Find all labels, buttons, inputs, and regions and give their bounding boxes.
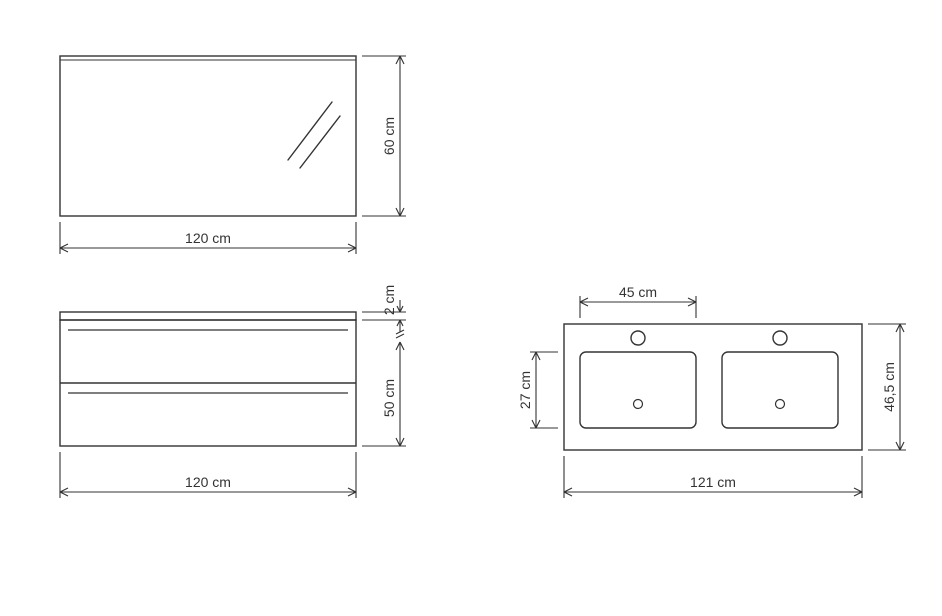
basin-dim-height — [530, 352, 558, 428]
cabinet-view: 120 cm 2 cm 50 cm — [60, 285, 406, 498]
faucet-hole-left — [631, 331, 645, 345]
mirror-frame — [60, 56, 356, 216]
faucet-hole-right — [773, 331, 787, 345]
technical-drawing: 120 cm 60 cm — [0, 0, 942, 616]
sink-height-label: 46,5 cm — [881, 362, 897, 412]
basin-left — [580, 352, 696, 428]
basin-right — [722, 352, 838, 428]
cabinet-top — [60, 312, 356, 320]
basin-height-label: 27 cm — [517, 371, 533, 409]
sink-top-view: 45 cm 27 cm 121 cm — [517, 284, 906, 498]
mirror-width-label: 120 cm — [185, 230, 231, 246]
cabinet-height-label: 50 cm — [381, 379, 397, 417]
drain-left — [634, 400, 643, 409]
mirror-reflection — [288, 102, 340, 168]
mirror-height-label: 60 cm — [381, 117, 397, 155]
sink-width-label: 121 cm — [690, 474, 736, 490]
drain-right — [776, 400, 785, 409]
cabinet-width-label: 120 cm — [185, 474, 231, 490]
sink-top-outline — [564, 324, 862, 450]
mirror-view: 120 cm 60 cm — [60, 56, 406, 254]
cabinet-top-label: 2 cm — [381, 285, 397, 315]
basin-width-label: 45 cm — [619, 284, 657, 300]
